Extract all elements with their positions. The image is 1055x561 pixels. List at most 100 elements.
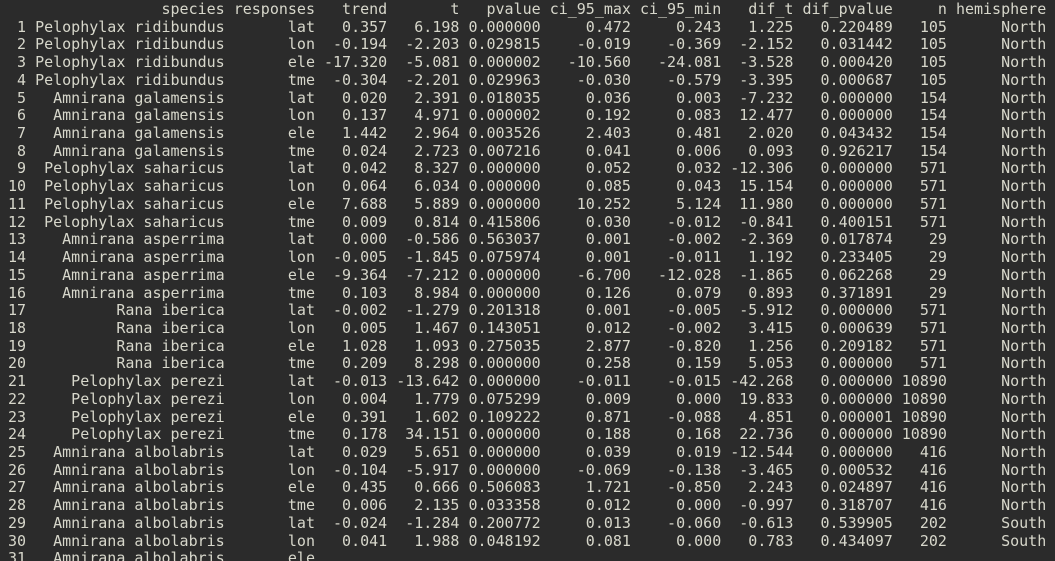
cell-t: 0.814 — [414, 213, 460, 231]
cell-row-number: 18 — [8, 319, 27, 337]
cell-n: 105 — [919, 71, 947, 89]
cell-pvalue: 0.003526 — [468, 125, 541, 143]
cell-t: 2.723 — [414, 142, 460, 160]
cell-n: 416 — [919, 443, 947, 461]
cell-n: 416 — [919, 461, 947, 479]
table-row: 2 Pelophylax ridibundus lon -0.194 -2.203 0.0… — [8, 36, 1055, 54]
table-row: 19 Rana iberica ele 1.028 1.093 0.275035 2.877… — [8, 338, 1055, 356]
cell-ci-95-max: 0.001 — [585, 302, 631, 320]
cell-t: 8.298 — [414, 355, 460, 373]
cell-ci-95-min: 0.000 — [676, 390, 722, 408]
cell-dif-t: -12.306 — [730, 160, 794, 178]
cell-species: Pelophylax saharicus — [44, 213, 225, 231]
cell-responses: ele — [287, 125, 315, 143]
cell-ci-95-min: -0.820 — [667, 337, 722, 355]
cell-n: 154 — [919, 125, 947, 143]
cell-trend — [324, 550, 387, 561]
cell-responses: ele — [287, 54, 315, 72]
cell-responses: lat — [287, 231, 315, 249]
cell-dif-pvalue: 0.926217 — [820, 142, 893, 160]
cell-responses: lat — [287, 89, 315, 107]
cell-dif-t: -2.369 — [739, 231, 794, 249]
cell-species: Amnirana galamensis — [53, 107, 225, 125]
cell-dif-pvalue: 0.233405 — [820, 249, 893, 267]
cell-row-number: 20 — [8, 355, 27, 373]
cell-ci-95-min: 5.124 — [676, 195, 722, 213]
cell-responses: lon — [287, 36, 315, 54]
cell-n: 10890 — [901, 373, 947, 391]
cell-n: 571 — [919, 160, 947, 178]
cell-ci-95-max: 0.081 — [585, 532, 631, 550]
cell-hemisphere: North — [1001, 142, 1047, 160]
cell-dif-t — [730, 550, 793, 561]
cell-responses: lat — [287, 18, 315, 36]
cell-ci-95-max: -0.030 — [576, 71, 631, 89]
cell-hemisphere: North — [1001, 373, 1047, 391]
cell-species: Rana iberica — [116, 355, 225, 373]
cell-dif-t: -42.268 — [730, 373, 794, 391]
cell-ci-95-max — [550, 550, 631, 561]
cell-t: -7.212 — [405, 266, 460, 284]
cell-row-number: 13 — [8, 231, 27, 249]
cell-row-number: 6 — [17, 107, 27, 125]
cell-dif-pvalue: 0.000687 — [820, 71, 893, 89]
cell-trend: 1.442 — [342, 125, 388, 143]
cell-ci-95-max: 0.258 — [585, 355, 631, 373]
column-header-dif-pvalue: dif_pvalue — [802, 1, 893, 18]
cell-row-number: 17 — [8, 302, 27, 320]
cell-dif-pvalue: 0.000000 — [820, 426, 893, 444]
cell-hemisphere: North — [1001, 319, 1047, 337]
cell-n: 154 — [919, 89, 947, 107]
table-row: 17 Rana iberica lat -0.002 -1.279 0.201318 0.0… — [8, 302, 1055, 320]
cell-dif-pvalue: 0.043432 — [820, 125, 893, 143]
cell-species: Amnirana galamensis — [53, 89, 225, 107]
cell-n: 571 — [919, 355, 947, 373]
cell-pvalue: 0.029815 — [468, 36, 541, 54]
cell-ci-95-min: 0.000 — [676, 497, 722, 515]
column-header-pvalue: pvalue — [486, 1, 541, 18]
cell-ci-95-min: -0.005 — [667, 302, 722, 320]
cell-hemisphere: North — [1001, 443, 1047, 461]
cell-pvalue: 0.000000 — [468, 443, 541, 461]
cell-species: Amnirana asperrima — [62, 249, 225, 267]
cell-ci-95-max: -0.069 — [576, 461, 631, 479]
cell-n: 154 — [919, 107, 947, 125]
table-row: 15 Amnirana asperrima ele -9.364 -7.212 0.000… — [8, 267, 1055, 285]
cell-t: 1.467 — [414, 319, 460, 337]
cell-dif-pvalue: 0.000001 — [820, 408, 893, 426]
cell-t: 4.971 — [414, 107, 460, 125]
cell-responses: lon — [287, 107, 315, 125]
column-header-ci-95-min: ci_95_min — [639, 1, 722, 18]
cell-species: Rana iberica — [116, 319, 225, 337]
cell-species: Amnirana albolabris — [53, 461, 225, 479]
cell-species: Amnirana albolabris — [53, 550, 225, 561]
cell-responses: lat — [287, 373, 315, 391]
cell-t: 34.151 — [405, 426, 460, 444]
cell-trend: -0.194 — [333, 36, 388, 54]
cell-n: 571 — [919, 302, 947, 320]
cell-row-number: 26 — [8, 461, 27, 479]
cell-responses: tme — [287, 142, 315, 160]
cell-species: Amnirana albolabris — [53, 443, 225, 461]
cell-row-number: 30 — [8, 532, 27, 550]
column-header-n: n — [937, 1, 947, 18]
cell-pvalue: 0.200772 — [468, 514, 541, 532]
cell-hemisphere: North — [1001, 266, 1047, 284]
cell-ci-95-max: 0.085 — [585, 178, 631, 196]
cell-trend: -9.364 — [333, 266, 388, 284]
cell-ci-95-max: 0.472 — [585, 18, 631, 36]
cell-hemisphere: North — [1001, 18, 1047, 36]
cell-ci-95-max: 2.403 — [585, 125, 631, 143]
cell-dif-pvalue: 0.031442 — [820, 36, 893, 54]
cell-dif-t: 3.415 — [748, 319, 794, 337]
cell-ci-95-min: 0.006 — [676, 142, 722, 160]
cell-row-number: 16 — [8, 284, 27, 302]
cell-hemisphere: South — [1001, 514, 1047, 532]
cell-ci-95-max: 0.052 — [585, 160, 631, 178]
cell-dif-t: 22.736 — [739, 426, 794, 444]
cell-ci-95-max: 0.036 — [585, 89, 631, 107]
cell-row-number: 7 — [17, 125, 27, 143]
cell-species: Amnirana galamensis — [53, 125, 225, 143]
cell-dif-t: -3.465 — [739, 461, 794, 479]
